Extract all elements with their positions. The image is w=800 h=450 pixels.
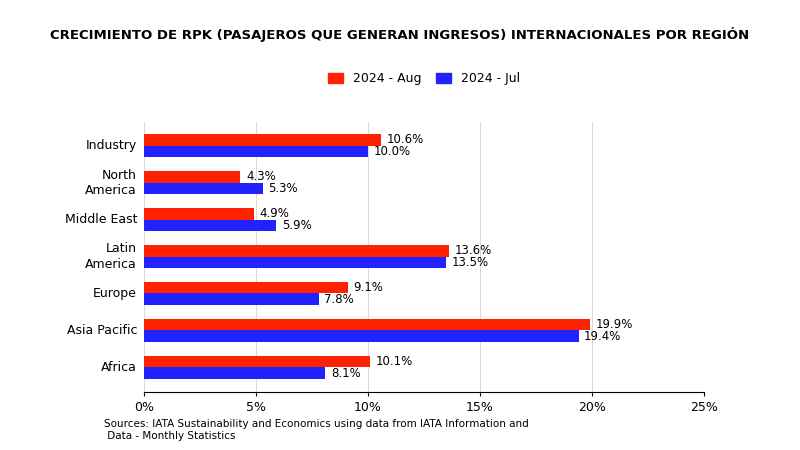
Bar bbox=[144, 319, 590, 330]
Bar bbox=[144, 245, 449, 256]
Bar bbox=[144, 171, 240, 183]
Text: 4.9%: 4.9% bbox=[259, 207, 290, 220]
Text: 10.1%: 10.1% bbox=[376, 355, 413, 368]
Text: 8.1%: 8.1% bbox=[331, 367, 361, 380]
Bar bbox=[144, 293, 318, 305]
Bar bbox=[144, 220, 276, 231]
Bar bbox=[144, 208, 254, 220]
Legend: 2024 - Aug, 2024 - Jul: 2024 - Aug, 2024 - Jul bbox=[324, 68, 524, 89]
Text: 10.0%: 10.0% bbox=[374, 145, 410, 158]
Bar bbox=[144, 134, 382, 145]
Bar bbox=[144, 183, 262, 194]
Text: 4.3%: 4.3% bbox=[246, 170, 276, 183]
Bar bbox=[144, 330, 578, 342]
Bar bbox=[144, 145, 368, 157]
Text: 13.5%: 13.5% bbox=[452, 256, 489, 269]
Text: 5.3%: 5.3% bbox=[268, 182, 298, 195]
Text: 19.9%: 19.9% bbox=[595, 318, 633, 331]
Text: Sources: IATA Sustainability and Economics using data from IATA Information and
: Sources: IATA Sustainability and Economi… bbox=[104, 419, 529, 441]
Text: 7.8%: 7.8% bbox=[324, 293, 354, 306]
Text: CRECIMIENTO DE RPK (PASAJEROS QUE GENERAN INGRESOS) INTERNACIONALES POR REGIÓN: CRECIMIENTO DE RPK (PASAJEROS QUE GENERA… bbox=[50, 27, 750, 42]
Bar bbox=[144, 282, 348, 293]
Text: 13.6%: 13.6% bbox=[454, 244, 491, 257]
Bar bbox=[144, 356, 370, 368]
Text: 5.9%: 5.9% bbox=[282, 219, 311, 232]
Text: 10.6%: 10.6% bbox=[387, 133, 424, 146]
Text: 19.4%: 19.4% bbox=[584, 330, 622, 343]
Bar bbox=[144, 368, 326, 379]
Text: 9.1%: 9.1% bbox=[354, 281, 383, 294]
Bar bbox=[144, 256, 446, 268]
